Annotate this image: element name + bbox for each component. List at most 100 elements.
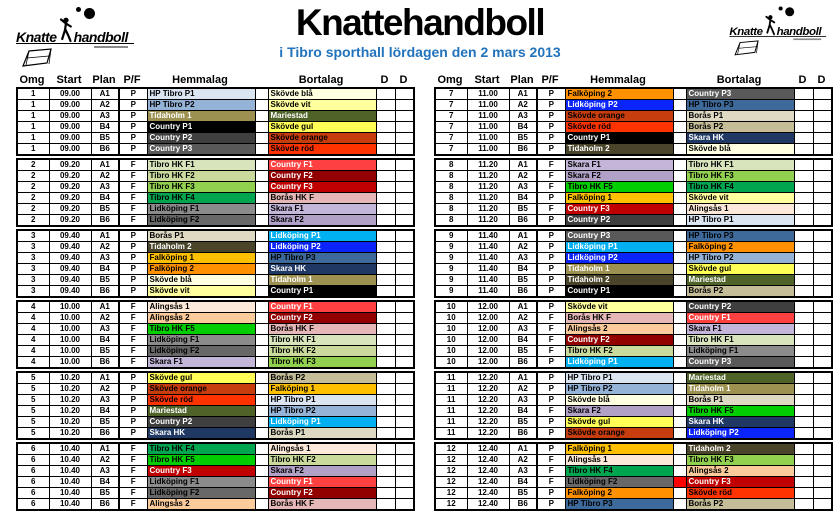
omg-cell: 12 [434, 487, 468, 499]
match-row: 11 12.20 B4 F Skara F2 Tibro HK F5 [434, 405, 833, 417]
omg-cell: 2 [16, 203, 50, 215]
d-cell-2 [812, 498, 833, 511]
home-team-cell: Lidköping P2 [564, 99, 674, 111]
spacer-cell [672, 442, 687, 455]
plan-cell: A3 [90, 252, 120, 264]
plan-cell: B5 [508, 416, 538, 428]
match-row: 3 09.40 A1 P Borås P1 Lidköping P1 [16, 229, 415, 242]
col-header-away: Bortalag [298, 73, 344, 86]
start-cell: 09.00 [48, 87, 92, 100]
home-team-cell: Lidköping F1 [146, 334, 256, 346]
match-row: 10 12.00 B5 F Tibro HK F2 Lidköping F1 [434, 345, 833, 357]
d-cell-2 [394, 356, 415, 369]
home-team-cell: Mariestad [146, 405, 256, 417]
match-row: 2 09.20 B6 F Lidköping F2 Skara F2 [16, 214, 415, 227]
d-cell-2 [394, 312, 415, 324]
start-cell: 10.40 [48, 498, 92, 511]
away-team-cell: Skara HK [685, 416, 795, 428]
d-cell-2 [394, 371, 415, 384]
omg-cell: 7 [434, 110, 468, 122]
round-block-9: 9 11.40 A1 P Country P3 HP Tibro P3 9 11.40 A2 P L… [434, 229, 833, 298]
omg-cell: 3 [16, 252, 50, 264]
d-cell-2 [394, 442, 415, 455]
col-header-pf: P/F [123, 73, 141, 86]
d-cell-2 [394, 345, 415, 357]
omg-cell: 1 [16, 99, 50, 111]
d-cell-1 [793, 487, 814, 499]
plan-cell: B4 [508, 263, 538, 275]
home-team-cell: Lidköping F1 [146, 476, 256, 488]
away-team-cell: Tidaholm 1 [267, 274, 377, 286]
omg-cell: 4 [16, 300, 50, 313]
d-cell-2 [812, 312, 833, 324]
away-team-cell: Lidköping P1 [267, 229, 377, 242]
start-cell: 09.20 [48, 192, 92, 204]
pf-cell: P [536, 110, 566, 122]
d-cell-1 [793, 323, 814, 335]
d-cell-2 [812, 274, 833, 286]
d-cell-2 [812, 465, 833, 477]
pf-cell: F [118, 487, 148, 499]
match-row: 2 09.20 A2 F Tibro HK F2 Country F2 [16, 170, 415, 182]
match-row: 9 11.40 A3 P Lidköping P2 HP Tibro P2 [434, 252, 833, 264]
start-cell: 12.20 [466, 416, 510, 428]
pf-cell: F [536, 323, 566, 335]
logo-underline [729, 35, 827, 37]
home-team-cell: Falköping 2 [564, 487, 674, 499]
d-cell-1 [793, 454, 814, 466]
spacer-cell [254, 274, 269, 286]
pf-cell: P [118, 416, 148, 428]
plan-cell: B6 [508, 356, 538, 369]
d-cell-2 [394, 383, 415, 395]
d-cell-1 [793, 442, 814, 455]
away-team-cell: Country F3 [685, 476, 795, 488]
start-cell: 09.20 [48, 181, 92, 193]
pf-cell: P [536, 487, 566, 499]
d-cell-2 [812, 203, 833, 215]
d-cell-1 [375, 252, 396, 264]
spacer-cell [672, 312, 687, 324]
pf-cell: P [536, 394, 566, 406]
d-cell-2 [394, 263, 415, 275]
handball-player-icon [59, 17, 72, 43]
away-team-cell: Alingsås 2 [685, 465, 795, 477]
spacer-cell [672, 132, 687, 144]
d-cell-2 [812, 263, 833, 275]
d-cell-1 [793, 312, 814, 324]
d-cell-1 [375, 241, 396, 253]
omg-cell: 6 [16, 476, 50, 488]
start-cell: 10.40 [48, 487, 92, 499]
d-cell-1 [375, 87, 396, 100]
match-row: 3 09.40 B4 P Falköping 2 Skara HK [16, 263, 415, 275]
logo-word-handboll: handboll [73, 29, 129, 45]
d-cell-1 [375, 263, 396, 275]
pf-cell: F [118, 312, 148, 324]
home-team-cell: Lidköping F1 [146, 203, 256, 215]
plan-cell: A1 [508, 300, 538, 313]
start-cell: 12.00 [466, 345, 510, 357]
round-block-11: 11 12.20 A1 P HP Tibro P1 Mariestad 11 12.20 A2 P… [434, 371, 833, 440]
start-cell: 12.20 [466, 394, 510, 406]
spacer-cell [672, 487, 687, 499]
start-cell: 09.20 [48, 170, 92, 182]
omg-cell: 7 [434, 99, 468, 111]
start-cell: 09.00 [48, 143, 92, 156]
d-cell-1 [793, 87, 814, 100]
d-cell-2 [812, 416, 833, 428]
plan-cell: B6 [508, 214, 538, 227]
pf-cell: F [118, 334, 148, 346]
d-cell-1 [375, 192, 396, 204]
plan-cell: B4 [508, 476, 538, 488]
d-cell-2 [812, 383, 833, 395]
match-row: 2 09.20 A3 F Tibro HK F3 Country F3 [16, 181, 415, 193]
d-cell-1 [793, 274, 814, 286]
plan-cell: A3 [508, 394, 538, 406]
match-row: 4 10.00 A1 F Alingsås 1 Country F1 [16, 300, 415, 313]
plan-cell: A2 [508, 99, 538, 111]
home-team-cell: Tidaholm 2 [564, 274, 674, 286]
handball-balls-icon [778, 6, 795, 21]
home-team-cell: Tibro HK F1 [146, 158, 256, 171]
start-cell: 11.20 [466, 203, 510, 215]
d-cell-2 [812, 121, 833, 133]
d-cell-2 [812, 371, 833, 384]
